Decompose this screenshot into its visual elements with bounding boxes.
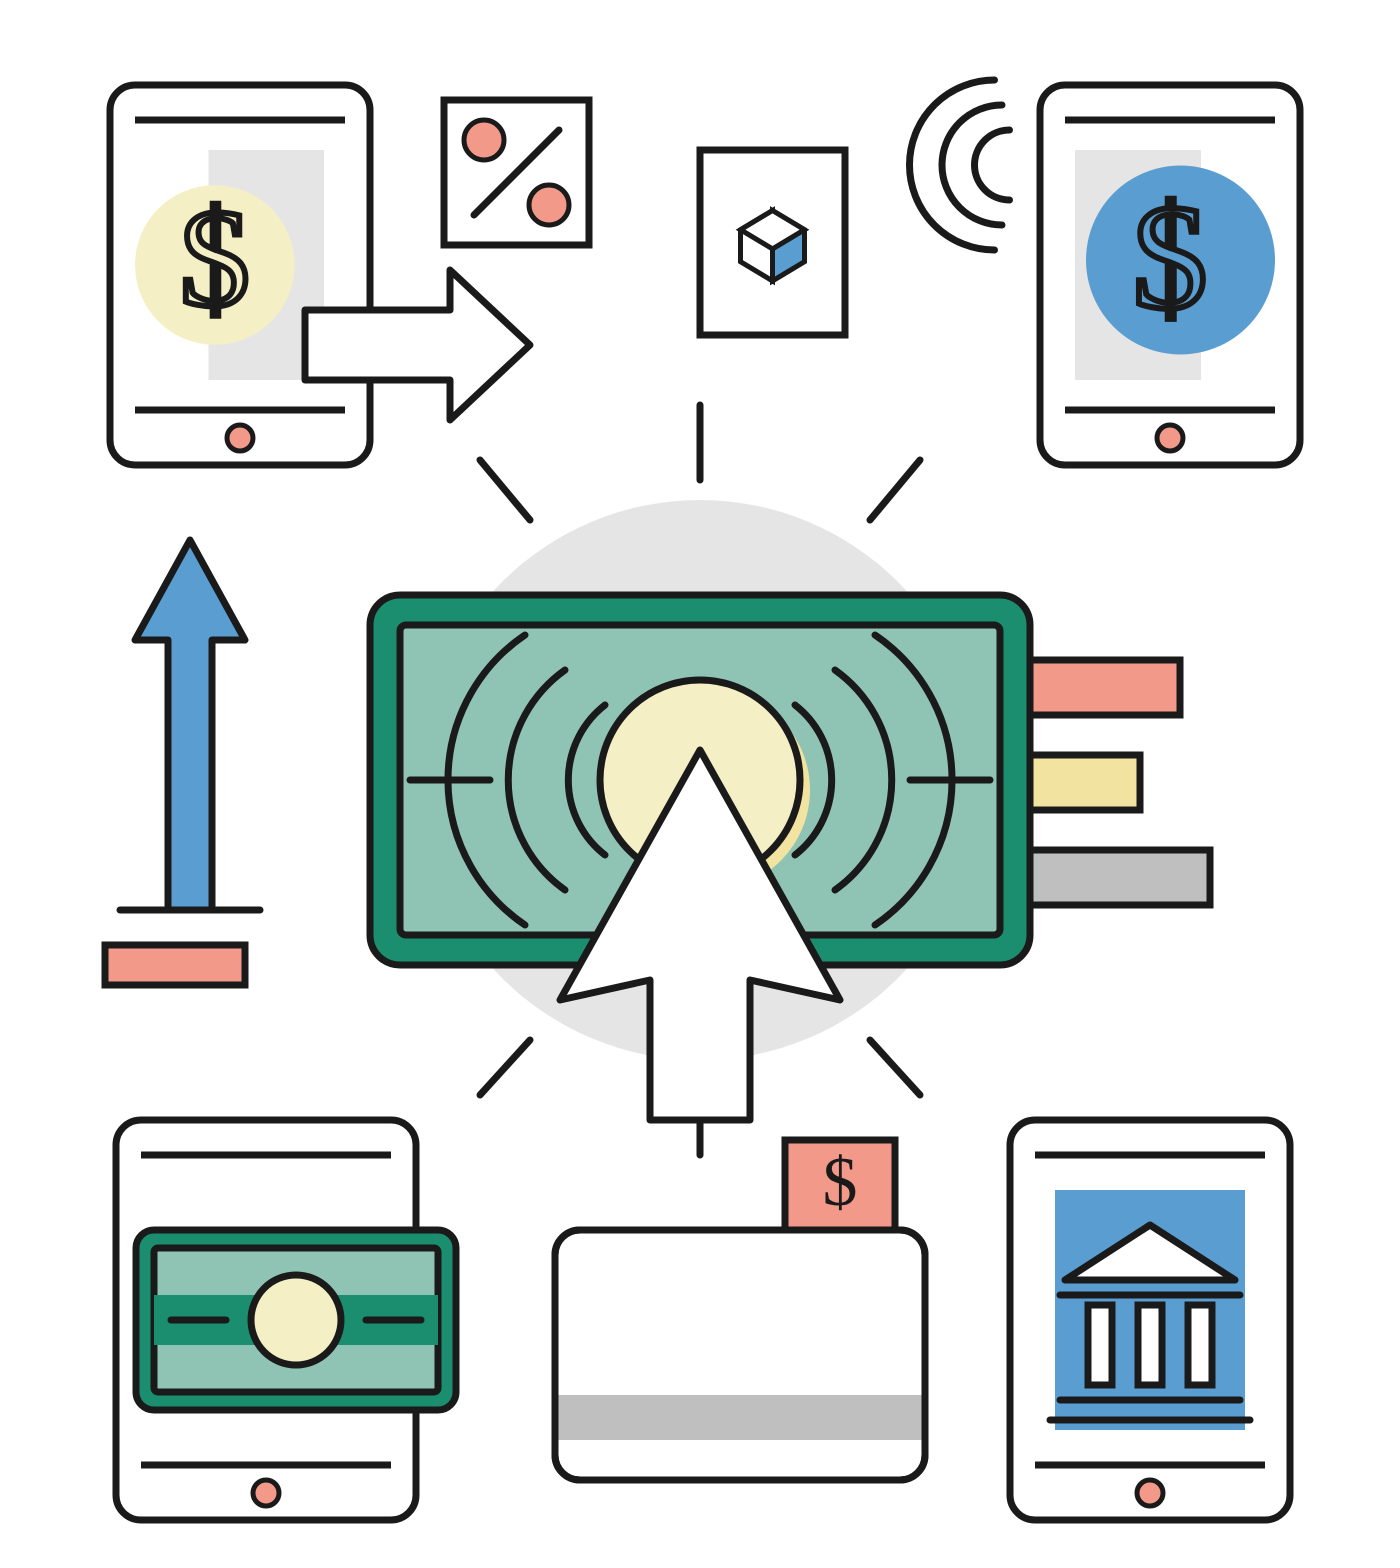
svg-text:$: $ [1133,174,1208,340]
finance-infographic: $ $ $ [0,0,1400,1568]
svg-text:$: $ [180,181,250,336]
svg-text:$: $ [823,1144,858,1221]
